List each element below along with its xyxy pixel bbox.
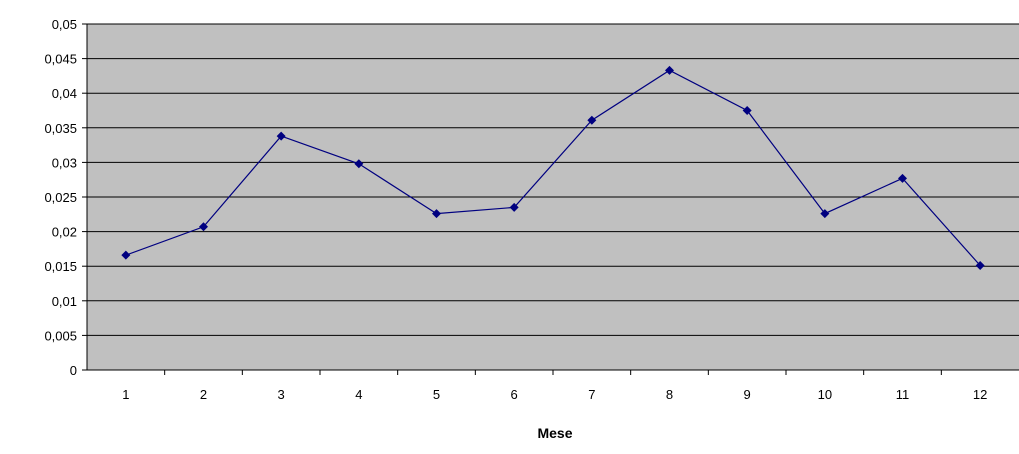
y-tick-label: 0,045: [44, 52, 77, 67]
y-tick-label: 0,005: [44, 328, 77, 343]
x-tick-label: 12: [973, 387, 987, 402]
data-point-marker: [354, 159, 364, 169]
data-point-marker: [975, 261, 985, 271]
y-tick-label: 0,02: [52, 225, 77, 240]
y-axis-ticks: 0 0,005 0,01 0,015 0,02 0,025 0,03 0,035 0,04 0,0…: [44, 17, 87, 378]
data-point-marker: [665, 65, 674, 75]
x-tick-label: 11: [896, 387, 910, 402]
series-group: [121, 65, 985, 271]
data-point-marker: [742, 106, 752, 115]
x-tick-label: 10: [818, 387, 832, 402]
data-point-marker: [432, 209, 441, 219]
y-tick-label: 0,015: [44, 259, 77, 274]
x-tick-label: 9: [744, 387, 751, 402]
data-point-marker: [820, 209, 830, 219]
x-tick-label: 7: [588, 387, 595, 402]
y-tick-label: 0,04: [52, 86, 77, 101]
x-tick-label: 8: [666, 387, 673, 402]
x-tick-label: 1: [122, 387, 129, 402]
x-tick-label: 2: [200, 387, 207, 402]
data-point-marker: [121, 250, 131, 260]
data-point-marker: [898, 173, 907, 183]
y-tick-label: 0,035: [44, 121, 77, 136]
x-tick-label: 5: [433, 387, 440, 402]
x-tick-label: 6: [511, 387, 518, 402]
y-tick-label: 0,025: [44, 190, 77, 205]
x-axis-title: Mese: [537, 425, 572, 441]
y-tick-label: 0,03: [52, 155, 77, 170]
data-point-marker: [276, 131, 286, 141]
x-tick-label: 4: [355, 387, 362, 402]
gridlines: [87, 23, 1019, 336]
data-point-marker: [587, 115, 597, 125]
data-point-marker: [199, 222, 208, 232]
y-tick-label: 0,01: [52, 294, 77, 309]
y-tick-label: 0: [70, 363, 77, 378]
x-axis-ticks: 1 2 3 4 5 6 7 8 9 10 11 12: [122, 370, 987, 402]
series-line: [125, 69, 981, 266]
x-tick-label: 3: [278, 387, 285, 402]
data-point-marker: [509, 202, 519, 212]
y-tick-label: 0,05: [52, 17, 77, 32]
